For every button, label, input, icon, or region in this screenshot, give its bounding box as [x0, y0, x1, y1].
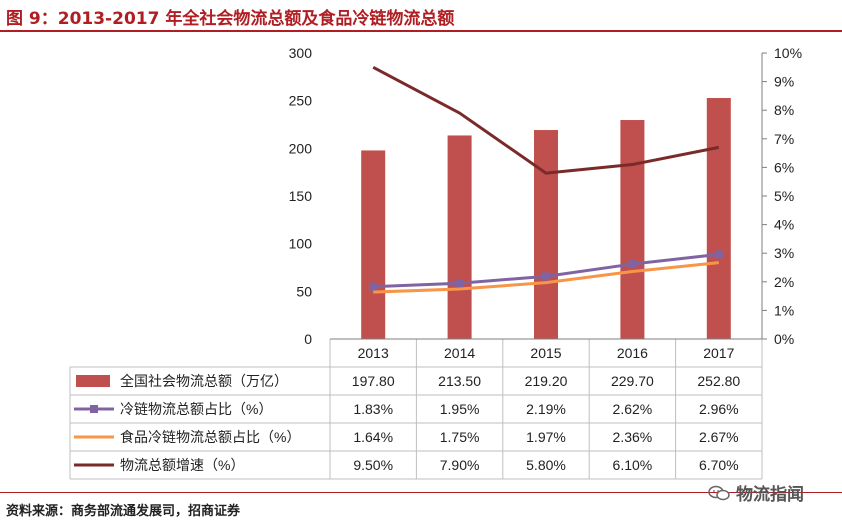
right-axis-tick-label: 9%: [774, 74, 794, 90]
watermark-text: 物流指闻: [736, 485, 804, 505]
data-label: 9.50%: [353, 457, 393, 473]
title-rule: [0, 30, 842, 32]
legend-label: 全国社会物流总额（万亿）: [120, 373, 288, 389]
right-axis-tick-label: 1%: [774, 302, 794, 318]
data-label: 6.10%: [613, 457, 653, 473]
series-point: [542, 272, 550, 281]
x-tick-label: 2013: [358, 345, 389, 361]
legend-label: 冷链物流总额占比（%）: [120, 401, 272, 417]
right-axis-tick-label: 4%: [774, 217, 794, 233]
series-line: [373, 261, 719, 294]
data-label: 219.20: [525, 373, 568, 389]
legend-key-bar: [76, 375, 110, 387]
series-line: [372, 65, 720, 175]
left-axis-tick-label: 200: [289, 140, 313, 156]
data-label: 2.96%: [699, 401, 739, 417]
data-label: 1.83%: [353, 401, 393, 417]
figure-title: 图 9：2013-2017 年全社会物流总额及食品冷链物流总额: [6, 9, 455, 29]
watermark: 物流指闻: [708, 480, 804, 505]
left-axis-tick-label: 100: [289, 236, 313, 252]
left-axis-tick-label: 250: [289, 93, 313, 109]
source-note: 资料来源：商务部流通发展司，招商证券: [6, 504, 241, 519]
right-axis-tick-label: 10%: [774, 45, 802, 61]
series-point: [369, 282, 378, 291]
data-label: 6.70%: [699, 457, 739, 473]
right-axis-tick-label: 2%: [774, 274, 794, 290]
bar: [447, 135, 472, 339]
right-axis-tick-label: 0%: [774, 331, 794, 347]
left-axis-tick-label: 50: [296, 283, 312, 299]
data-label: 1.75%: [440, 429, 480, 445]
series-point: [455, 279, 464, 288]
bar: [620, 120, 645, 339]
x-tick-label: 2014: [444, 345, 475, 361]
right-axis-tick-label: 5%: [774, 188, 794, 204]
data-label: 2.36%: [613, 429, 653, 445]
wechat-icon: [708, 485, 730, 500]
x-tick-label: 2017: [703, 345, 734, 361]
data-label: 2.67%: [699, 429, 739, 445]
data-label: 1.97%: [526, 429, 566, 445]
right-axis-tick-label: 3%: [774, 245, 794, 261]
data-label: 1.95%: [440, 401, 480, 417]
data-label: 252.80: [697, 373, 740, 389]
legend-label: 物流总额增速（%）: [120, 457, 244, 473]
x-tick-label: 2016: [617, 345, 648, 361]
data-label: 5.80%: [526, 457, 566, 473]
left-axis-tick-label: 150: [289, 188, 313, 204]
bar: [706, 97, 731, 339]
legend-label: 食品冷链物流总额占比（%）: [120, 429, 300, 445]
combo-chart: 0 50 100 150 200 250 300 0% 1% 2% 3% 4% 5% 6% 7% 8% 9% 10…: [69, 45, 802, 480]
left-axis-tick-label: 300: [289, 45, 313, 61]
bar: [361, 150, 386, 339]
data-label: 7.90%: [440, 457, 480, 473]
right-axis-tick-label: 7%: [774, 131, 794, 147]
data-label: 2.62%: [613, 401, 653, 417]
series-point: [714, 250, 723, 259]
data-label: 1.64%: [353, 429, 393, 445]
series-point: [628, 260, 637, 269]
data-label: 2.19%: [526, 401, 566, 417]
data-label: 229.70: [611, 373, 654, 389]
right-axis-tick-label: 6%: [774, 159, 794, 175]
bar: [534, 130, 558, 339]
left-axis-tick-label: 0: [304, 331, 312, 347]
x-tick-label: 2015: [530, 345, 561, 361]
right-axis-tick-label: 8%: [774, 102, 794, 118]
source-rule: [0, 492, 842, 493]
data-label: 213.50: [438, 373, 481, 389]
legend-key-marker: [90, 405, 98, 413]
data-label: 197.80: [352, 373, 395, 389]
